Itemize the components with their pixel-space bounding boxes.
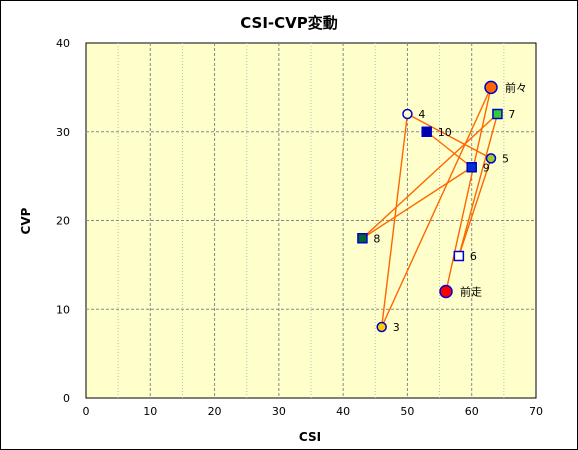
point-6-marker bbox=[453, 250, 465, 262]
x-tick-label: 50 bbox=[400, 405, 414, 418]
point-前々-marker bbox=[484, 80, 498, 95]
x-tick-label: 30 bbox=[272, 405, 286, 418]
x-tick-label: 0 bbox=[83, 405, 90, 418]
connection-line bbox=[362, 166, 473, 239]
point-3-marker bbox=[376, 321, 387, 333]
point-8-label: 8 bbox=[373, 232, 380, 245]
point-7-marker bbox=[492, 108, 503, 120]
point-前走-label: 前走 bbox=[460, 285, 482, 299]
point-labels: 前走 前々 3 4 5 6 7 8 9 10 bbox=[373, 80, 527, 334]
point-10-label: 10 bbox=[438, 126, 452, 139]
point-8-marker bbox=[357, 233, 368, 244]
chart-title: CSI-CVP変動 bbox=[240, 14, 338, 32]
point-4-marker bbox=[402, 108, 413, 120]
point-5-marker bbox=[485, 153, 497, 164]
y-tick-label: 40 bbox=[56, 37, 70, 50]
data-markers bbox=[357, 80, 503, 333]
point-10-marker bbox=[421, 126, 432, 137]
point-9-label: 9 bbox=[483, 161, 490, 174]
connection-line bbox=[361, 113, 498, 239]
connection-line bbox=[407, 113, 492, 159]
x-tick-label: 20 bbox=[208, 405, 222, 418]
x-tick-label: 60 bbox=[465, 405, 479, 418]
x-axis-label: CSI bbox=[299, 430, 321, 444]
x-tick-label: 70 bbox=[529, 405, 543, 418]
y-tick-label: 0 bbox=[63, 392, 70, 405]
connection-line bbox=[445, 87, 492, 292]
y-tick-label: 30 bbox=[56, 126, 70, 139]
x-axis-ticks: 0 10 20 30 40 50 60 70 bbox=[83, 405, 544, 418]
connection-line bbox=[426, 131, 473, 168]
point-6-label: 6 bbox=[470, 250, 477, 263]
connection-line bbox=[381, 87, 492, 328]
point-前々-label: 前々 bbox=[505, 80, 527, 94]
x-tick-label: 10 bbox=[143, 405, 157, 418]
point-4-label: 4 bbox=[418, 108, 425, 121]
point-7-label: 7 bbox=[508, 108, 515, 121]
connection-lines bbox=[361, 87, 499, 328]
connection-line bbox=[458, 158, 492, 257]
y-tick-label: 20 bbox=[56, 215, 70, 228]
point-前走-marker bbox=[439, 284, 453, 299]
connection-line bbox=[458, 113, 499, 257]
point-9-marker bbox=[466, 162, 477, 173]
x-tick-label: 40 bbox=[336, 405, 350, 418]
grid-lines bbox=[86, 43, 536, 398]
point-3-label: 3 bbox=[393, 321, 400, 334]
y-axis-label: CVP bbox=[19, 207, 33, 234]
connection-line bbox=[381, 113, 409, 328]
point-5-label: 5 bbox=[502, 152, 509, 165]
y-axis-ticks: 0 10 20 30 40 bbox=[56, 37, 70, 405]
y-tick-label: 10 bbox=[56, 303, 70, 316]
